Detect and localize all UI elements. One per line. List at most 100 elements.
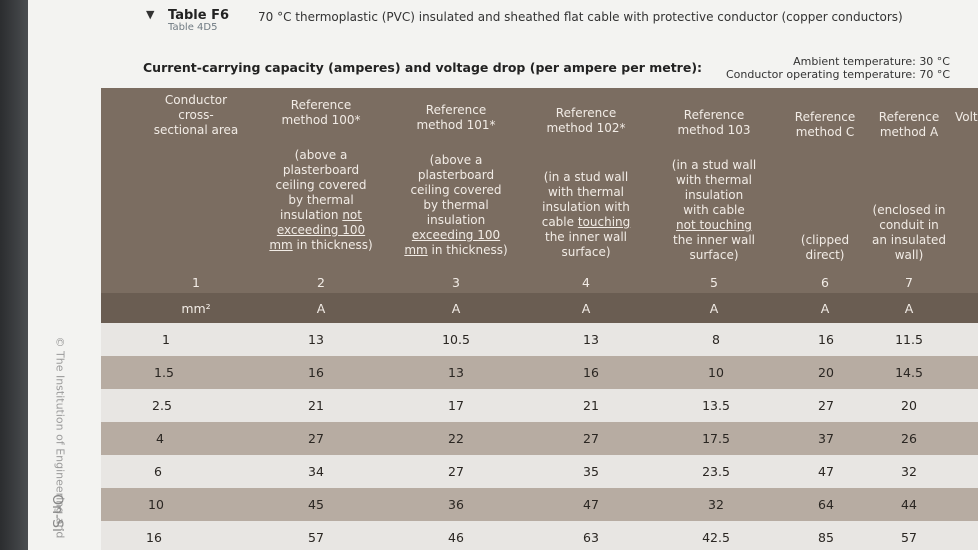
document-page: ▼ Table F6 Table 4D5 70 °C thermoplastic… <box>28 0 978 550</box>
cell-ma: 57 <box>901 530 917 545</box>
column-title-line: method 100* <box>281 113 361 127</box>
onsite-text: On-Si <box>48 494 65 532</box>
cell-m100: 34 <box>308 464 324 479</box>
table-row: 1.5 16 13 16 10 20 14.5 <box>101 356 978 389</box>
table-row: 16 57 46 63 42.5 85 57 <box>101 521 978 550</box>
column-note-line: conduit in <box>879 218 939 232</box>
column-header-2: Reference method 100* <box>259 98 384 128</box>
cell-mc: 16 <box>818 332 834 347</box>
column-header-4: Reference method 102* <box>526 106 646 136</box>
table-description: 70 °C thermoplastic (PVC) insulated and … <box>258 10 903 24</box>
cell-m102: 35 <box>583 464 599 479</box>
column-note-4: (in a stud wall with thermal insulation wi… <box>526 170 646 260</box>
column-note-line: plasterboard <box>282 163 360 177</box>
background-edge <box>0 0 28 550</box>
cell-m100: 21 <box>308 398 324 413</box>
cell-ma: 44 <box>901 497 917 512</box>
table-title: Table F6 <box>168 8 229 23</box>
cell-m101: 27 <box>448 464 464 479</box>
column-note-line: with thermal <box>675 173 753 187</box>
cell-mc: 27 <box>818 398 834 413</box>
column-note-6: (clipped direct) <box>790 233 860 263</box>
cell-m102: 47 <box>583 497 599 512</box>
cell-ma: 26 <box>901 431 917 446</box>
column-title-line: method 101* <box>416 118 496 132</box>
column-note-line: (in a stud wall <box>543 170 629 184</box>
cell-m101: 22 <box>448 431 464 446</box>
column-title-line: Reference <box>683 108 745 122</box>
column-title-line: Reference <box>794 110 856 124</box>
cell-mc: 37 <box>818 431 834 446</box>
column-title-line: Reference <box>290 98 352 112</box>
cell-area: 1.5 <box>154 365 174 380</box>
section-heading: Current-carrying capacity (amperes) and … <box>143 60 703 75</box>
cell-mc: 85 <box>818 530 834 545</box>
column-header-8: Voltage drop <box>948 110 978 125</box>
column-unit-1: mm² <box>181 301 211 316</box>
column-header-6: Reference method C <box>790 110 860 140</box>
cell-m103: 17.5 <box>702 431 730 446</box>
column-note-line: surface) <box>689 248 739 262</box>
cell-area: 4 <box>156 431 164 446</box>
cell-m100: 13 <box>308 332 324 347</box>
cell-m103: 42.5 <box>702 530 730 545</box>
column-header-1: Conductor cross-sectional area <box>146 93 246 138</box>
table-row: 1 13 10.5 13 8 16 11.5 <box>101 323 978 356</box>
column-title-line: method 103 <box>677 123 751 137</box>
cell-mc: 64 <box>818 497 834 512</box>
column-note-line: ceiling covered <box>275 178 367 192</box>
column-number-1: 1 <box>192 275 200 290</box>
column-title-line: sectional area <box>153 123 239 137</box>
column-note-line: (clipped <box>800 233 850 247</box>
column-note-line: wall) <box>894 248 924 262</box>
column-title-line: Reference <box>555 106 617 120</box>
column-note-line: the inner wall <box>544 230 628 244</box>
column-note-line: ceiling covered <box>410 183 502 197</box>
column-note-line: exceeding 100 <box>411 228 501 242</box>
column-number-6: 6 <box>821 275 829 290</box>
column-unit-4: A <box>581 301 591 316</box>
cell-mc: 47 <box>818 464 834 479</box>
column-note-line: insulation not <box>280 208 362 222</box>
column-note-2: (above a plasterboard ceiling covered by th… <box>259 148 384 253</box>
column-unit-5: A <box>709 301 719 316</box>
column-note-line: by thermal <box>288 193 354 207</box>
column-note-line: exceeding 100 <box>276 223 366 237</box>
column-note-line: surface) <box>561 245 611 259</box>
collapse-triangle-icon: ▼ <box>146 8 155 21</box>
cell-m103: 23.5 <box>702 464 730 479</box>
cell-m101: 46 <box>448 530 464 545</box>
cell-m100: 57 <box>308 530 324 545</box>
cell-m103: 13.5 <box>702 398 730 413</box>
cell-ma: 11.5 <box>895 332 923 347</box>
column-title-line: Reference <box>425 103 487 117</box>
column-header-7: Reference method A <box>862 110 957 140</box>
table-row: 4 27 22 27 17.5 37 26 <box>101 422 978 455</box>
cell-m102: 16 <box>583 365 599 380</box>
cell-m101: 13 <box>448 365 464 380</box>
cell-m103: 10 <box>708 365 724 380</box>
cell-m100: 45 <box>308 497 324 512</box>
cell-ma: 32 <box>901 464 917 479</box>
column-note-5: (in a stud wall with thermal insulation wit… <box>654 158 774 263</box>
column-note-line: mm in thickness) <box>269 238 373 252</box>
column-unit-7: A <box>904 301 914 316</box>
column-number-8: 8 <box>963 275 978 290</box>
column-unit-8: mV/ <box>963 301 978 316</box>
column-note-line: insulation <box>426 213 486 227</box>
column-note-line: insulation with <box>542 200 630 214</box>
column-note-7: (enclosed in conduit in an insulated wall) <box>862 203 957 263</box>
cell-m102: 63 <box>583 530 599 545</box>
cell-m102: 21 <box>583 398 599 413</box>
cell-m100: 16 <box>308 365 324 380</box>
column-note-line: direct) <box>805 248 845 262</box>
column-unit-2: A <box>316 301 326 316</box>
cell-area: 6 <box>154 464 162 479</box>
cell-m100: 27 <box>308 431 324 446</box>
column-title-line: method 102* <box>546 121 626 135</box>
column-number-4: 4 <box>582 275 590 290</box>
column-note-line: with cable <box>683 203 745 217</box>
cell-area: 10 <box>148 497 164 512</box>
cell-m103: 32 <box>708 497 724 512</box>
